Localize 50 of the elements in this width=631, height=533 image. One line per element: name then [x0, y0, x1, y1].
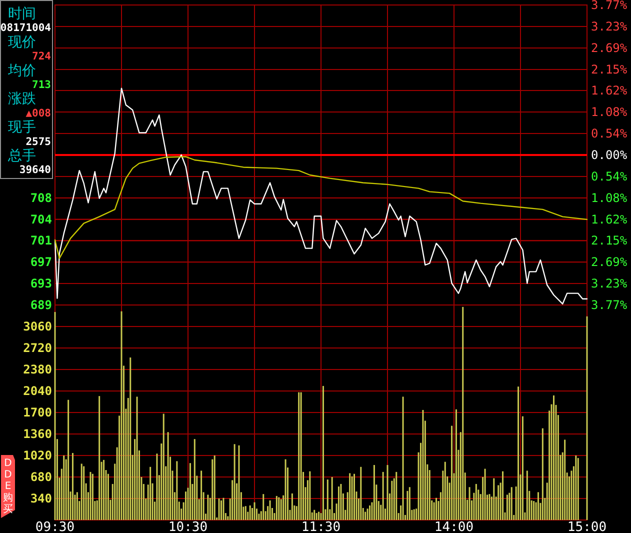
- text: 现价: [8, 34, 36, 50]
- y-tick-label: 704: [30, 212, 52, 226]
- text: 均价: [7, 62, 36, 79]
- y-tick-label: 701: [30, 234, 52, 248]
- y-tick-label: 2380: [23, 362, 52, 376]
- y-tick-label: 689: [30, 298, 52, 312]
- y-tick-label: 3060: [23, 320, 52, 334]
- y2-tick-label: 0.54%: [591, 126, 628, 141]
- text: 08171004: [0, 22, 51, 34]
- x-tick-label: 15:00: [567, 520, 607, 533]
- x-tick-label: 11:30: [301, 520, 341, 533]
- y2-tick-label: 1.08%: [591, 190, 628, 205]
- y2-tick-label: 0.00%: [591, 148, 628, 162]
- text: DDE购买: [3, 458, 13, 515]
- y-tick-label: 340: [30, 492, 52, 506]
- y-tick-label: 2720: [23, 341, 52, 355]
- line-series: [54, 156, 588, 259]
- y2-tick-label: 0.54%: [591, 169, 628, 184]
- text: 总手: [7, 148, 36, 164]
- x-tick-label: 14:00: [434, 520, 474, 533]
- text: 724: [32, 50, 51, 63]
- x-tick-label: 10:30: [168, 520, 208, 533]
- y2-tick-label: 3.23%: [591, 276, 628, 291]
- text: 713: [32, 79, 51, 91]
- y-tick-label: 1700: [23, 406, 52, 420]
- y2-tick-label: 2.69%: [591, 40, 628, 55]
- y-tick-label: 1360: [23, 427, 52, 441]
- y2-tick-label: 2.15%: [591, 234, 628, 248]
- text: 39640: [19, 164, 51, 176]
- text: 现手: [8, 120, 36, 136]
- y-tick-label: 1020: [23, 448, 52, 462]
- y-tick-label: 2040: [23, 384, 52, 398]
- y-tick-label: 680: [30, 470, 52, 484]
- y-tick-label: 697: [30, 255, 52, 270]
- y-tick-label: 693: [30, 276, 52, 291]
- y2-tick-label: 3.77%: [591, 0, 628, 12]
- y2-tick-label: 2.15%: [591, 62, 628, 76]
- line-series: [54, 88, 588, 304]
- y-tick-label: 708: [30, 190, 52, 205]
- y2-tick-label: 1.62%: [591, 84, 628, 98]
- x-tick-label: 09:30: [35, 520, 75, 533]
- y2-tick-label: 2.69%: [591, 255, 628, 270]
- y2-tick-label: 3.77%: [591, 298, 628, 312]
- text: 2575: [26, 136, 51, 148]
- y2-tick-label: 1.08%: [591, 105, 628, 120]
- text: ▲008: [26, 107, 51, 120]
- y2-tick-label: 1.62%: [591, 212, 628, 226]
- text: 涨跌: [8, 91, 36, 108]
- text: 时间: [8, 6, 36, 22]
- y2-tick-label: 3.23%: [591, 19, 628, 34]
